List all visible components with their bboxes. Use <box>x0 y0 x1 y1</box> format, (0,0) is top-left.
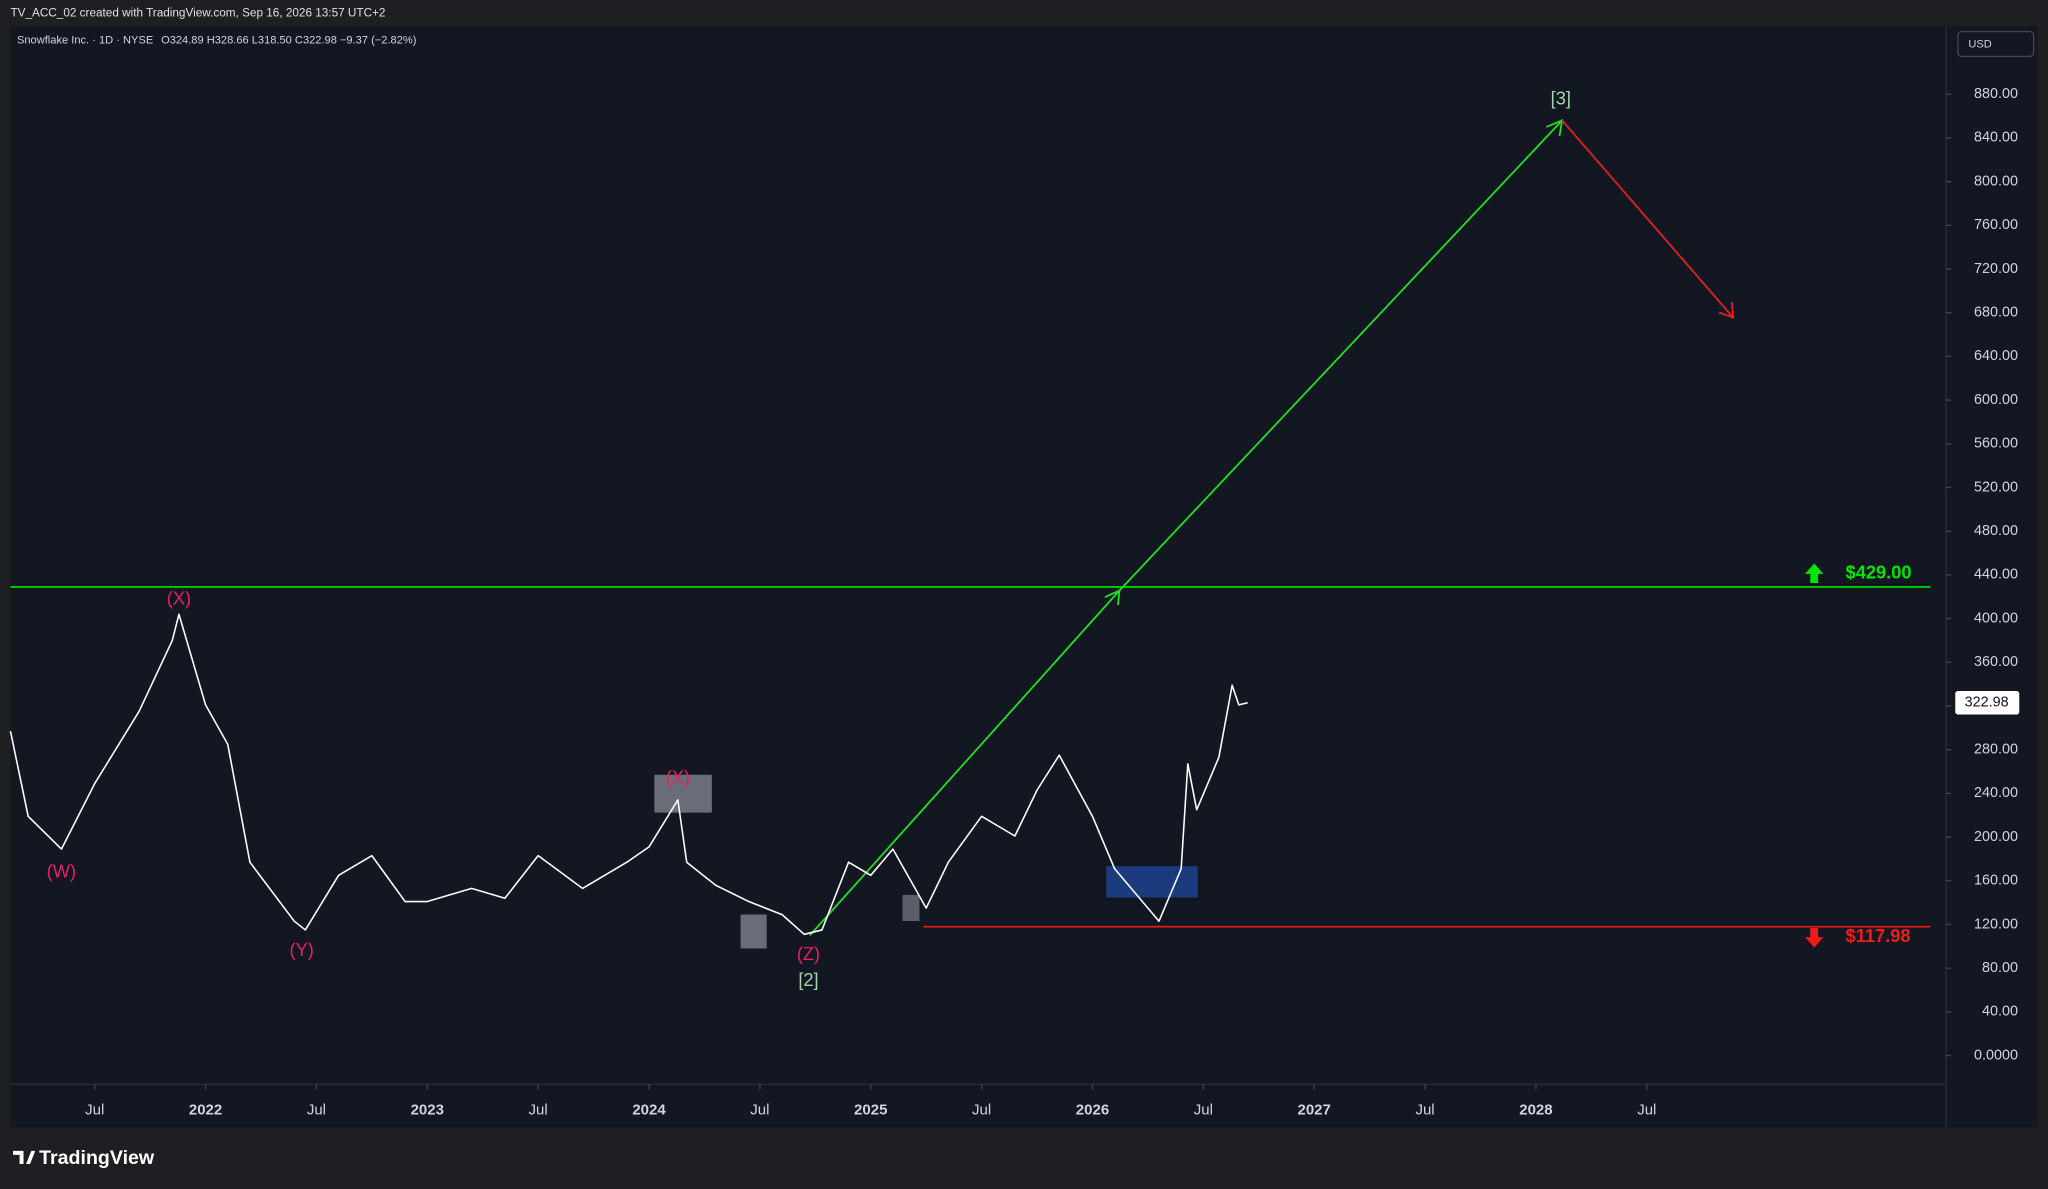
symbol: Snowflake Inc. · 1D · NYSE O324.89 H328.6… <box>17 35 416 47</box>
x-tick-label: Jul <box>1415 1101 1434 1118</box>
wave-label: [2] <box>798 969 818 990</box>
x-tick-label: 2024 <box>632 1101 666 1118</box>
x-tick-label: 2025 <box>854 1101 887 1118</box>
y-tick-label: 240.00 <box>1974 785 2018 801</box>
y-tick-label: 40.00 <box>1982 1004 2018 1020</box>
zone <box>654 774 712 813</box>
y-tick-label: 480.00 <box>1974 523 2018 539</box>
x-tick-label: 2022 <box>189 1101 222 1118</box>
y-tick-label: 640.00 <box>1974 348 2018 364</box>
x-tick-label: Jul <box>750 1101 769 1118</box>
last-price: 322.98 <box>1965 695 2009 711</box>
y-tick-label: 600.00 <box>1974 392 2018 408</box>
logo-icon[interactable] <box>13 1150 36 1164</box>
y-tick-label: 160.00 <box>1974 873 2018 889</box>
plot-panel <box>10 26 2038 1128</box>
x-tick-label: 2023 <box>411 1101 444 1118</box>
wave-label: [3] <box>1551 87 1571 108</box>
x-tick-label: Jul <box>972 1101 991 1118</box>
y-tick-label: 0.0000 <box>1974 1047 2018 1063</box>
y-tick-label: 680.00 <box>1974 305 2018 321</box>
arrow-down <box>1561 119 1734 319</box>
y-tick-label: 440.00 <box>1974 567 2018 583</box>
y-tick-label: 880.00 <box>1974 86 2018 102</box>
y-tick-label: 400.00 <box>1974 610 2018 626</box>
level-label: $117.98 <box>1846 925 1911 946</box>
y-tick-label: 800.00 <box>1974 173 2018 189</box>
wave-label: (X) <box>167 588 191 609</box>
currency[interactable]: USD <box>1968 39 1991 51</box>
arrow-up <box>1118 119 1563 592</box>
x-tick-label: 2028 <box>1519 1101 1552 1118</box>
x-tick-label: Jul <box>85 1101 104 1118</box>
level-icon <box>1805 563 1824 584</box>
x-tick-label: Jul <box>1637 1101 1656 1118</box>
level-label: $429.00 <box>1846 562 1912 583</box>
brand-logo[interactable]: TradingView <box>13 1147 155 1169</box>
wave-label: (W) <box>47 861 76 882</box>
y-tick-label: 200.00 <box>1974 829 2018 845</box>
symbol-name: Snowflake Inc. · 1D · NYSE <box>17 35 153 47</box>
arrow-up <box>809 589 1121 937</box>
x-tick-label: 2027 <box>1297 1101 1330 1118</box>
projection <box>809 118 1735 937</box>
wave-label: (Z) <box>797 943 820 964</box>
x-tick-label: Jul <box>529 1101 548 1118</box>
zone <box>740 914 767 949</box>
level-icon <box>1805 927 1824 948</box>
x-tick-label: Jul <box>307 1101 326 1118</box>
currency-box[interactable] <box>1957 30 2035 58</box>
zone <box>1106 866 1198 898</box>
y-tick-label: 560.00 <box>1974 436 2018 452</box>
y-tick-label: 360.00 <box>1974 654 2018 670</box>
last-price-box <box>1955 690 2020 715</box>
arrowhead <box>1718 301 1735 319</box>
zone <box>902 894 920 922</box>
y-tick-label: 120.00 <box>1974 916 2018 932</box>
brand[interactable]: TradingView <box>39 1147 155 1169</box>
y-tick-label: 720.00 <box>1974 261 2018 277</box>
y-tick-label: 520.00 <box>1974 479 2018 495</box>
wave-label: (Y) <box>290 939 314 960</box>
y-tick-label: 80.00 <box>1982 960 2018 976</box>
y-tick-label: 760.00 <box>1974 217 2018 233</box>
ohlc: O324.89 H328.66 L318.50 C322.98 −9.37 (−… <box>161 35 416 47</box>
x-tick-label: 2026 <box>1076 1101 1109 1118</box>
y-tick-label: 280.00 <box>1974 741 2018 757</box>
header: TV_ACC_02 created with TradingView.com, … <box>10 6 385 19</box>
x-tick-label: Jul <box>1194 1101 1213 1118</box>
y-tick-label: 840.00 <box>1974 130 2018 146</box>
price-line <box>9 613 1248 936</box>
wave-label: (X) <box>666 766 690 787</box>
